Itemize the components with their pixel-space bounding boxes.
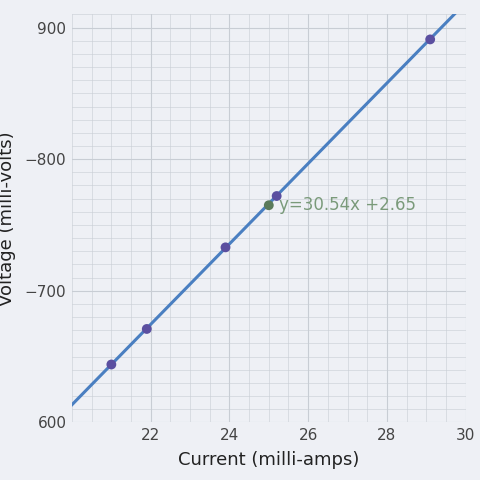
Text: y=30.54x +2.65: y=30.54x +2.65 <box>279 196 416 214</box>
Point <box>426 36 434 43</box>
Point <box>108 360 115 368</box>
Point <box>273 192 280 200</box>
X-axis label: Current (milli-amps): Current (milli-amps) <box>178 451 360 469</box>
Point <box>143 325 151 333</box>
Point <box>265 202 273 209</box>
Point <box>222 243 229 251</box>
Y-axis label: Voltage (milli-volts): Voltage (milli-volts) <box>0 131 16 306</box>
